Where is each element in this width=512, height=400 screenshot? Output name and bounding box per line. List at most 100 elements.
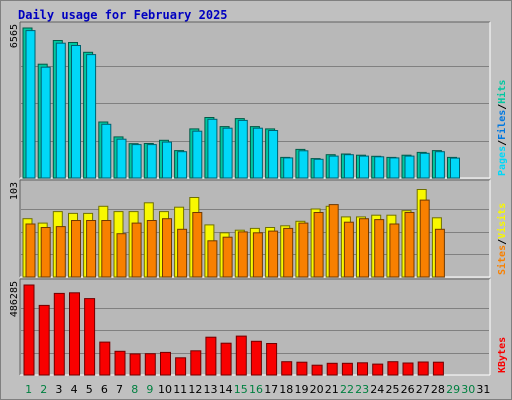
day-label-13: 13 bbox=[204, 383, 218, 396]
bar-pages-day-16 bbox=[252, 127, 263, 179]
bar-pages-day-3 bbox=[55, 42, 66, 179]
bar-pages-day-10 bbox=[162, 141, 172, 179]
legend-visits: Visits bbox=[496, 203, 508, 239]
bar-pages-day-21 bbox=[328, 155, 339, 179]
day-label-2: 2 bbox=[40, 383, 47, 396]
day-label-26: 26 bbox=[401, 383, 415, 396]
day-label-31: 31 bbox=[476, 383, 490, 396]
legend-kbytes: KBytes bbox=[497, 337, 508, 373]
bar-sites-day-20 bbox=[313, 212, 324, 278]
bar-pages-day-8 bbox=[131, 144, 142, 179]
bar-kbytes-day-4 bbox=[69, 292, 80, 376]
bar-sites-day-27 bbox=[419, 199, 430, 278]
bar-kbytes-day-18 bbox=[281, 361, 293, 376]
day-label-20: 20 bbox=[310, 383, 324, 396]
legend-sites: Sites bbox=[496, 245, 508, 275]
panel-3-max-label: 486285 bbox=[9, 281, 20, 317]
bar-sites-day-14 bbox=[222, 236, 233, 278]
day-label-17: 17 bbox=[264, 383, 278, 396]
bar-sites-day-28 bbox=[434, 228, 445, 278]
bar-pages-day-20 bbox=[313, 158, 324, 179]
bar-kbytes-day-23 bbox=[357, 362, 368, 376]
day-label-1: 1 bbox=[25, 383, 32, 396]
bar-pages-day-23 bbox=[359, 155, 369, 179]
chart-title: Daily usage for February 2025 bbox=[18, 8, 228, 22]
bar-kbytes-day-1 bbox=[23, 284, 35, 376]
bar-kbytes-day-12 bbox=[190, 350, 202, 376]
day-label-29: 29 bbox=[446, 383, 460, 396]
bar-sites-day-18 bbox=[283, 227, 294, 278]
bar-pages-day-25 bbox=[389, 157, 400, 179]
legend-separator: / bbox=[497, 104, 508, 110]
bar-sites-day-24 bbox=[374, 219, 385, 278]
day-label-11: 11 bbox=[173, 383, 187, 396]
day-label-8: 8 bbox=[131, 383, 138, 396]
bar-kbytes-day-16 bbox=[250, 340, 262, 376]
bar-pages-day-13 bbox=[207, 118, 218, 179]
bar-sites-day-13 bbox=[207, 240, 218, 278]
day-label-27: 27 bbox=[416, 383, 430, 396]
panel-2-legend: Sites/Visits bbox=[496, 203, 508, 275]
day-label-21: 21 bbox=[325, 383, 339, 396]
bar-pages-day-1 bbox=[25, 30, 36, 179]
bar-kbytes-day-7 bbox=[114, 350, 126, 376]
bar-kbytes-day-2 bbox=[38, 304, 50, 376]
bar-kbytes-day-27 bbox=[417, 361, 429, 376]
bar-kbytes-day-8 bbox=[129, 353, 141, 376]
bar-sites-day-3 bbox=[55, 226, 66, 278]
bar-pages-day-17 bbox=[268, 130, 279, 179]
day-label-4: 4 bbox=[71, 383, 78, 396]
day-label-16: 16 bbox=[249, 383, 263, 396]
panel-1-legend: Pages/Files/Hits bbox=[496, 80, 508, 176]
bar-kbytes-day-14 bbox=[220, 342, 232, 376]
bar-pages-day-12 bbox=[192, 130, 203, 179]
bar-pages-day-19 bbox=[298, 150, 309, 179]
bar-pages-day-28 bbox=[434, 151, 445, 179]
bar-kbytes-day-25 bbox=[387, 361, 399, 376]
legend-hits: Hits bbox=[496, 80, 508, 104]
bar-sites-day-22 bbox=[343, 221, 354, 278]
bar-kbytes-day-6 bbox=[99, 341, 111, 376]
bar-sites-day-1 bbox=[25, 223, 36, 278]
bar-sites-day-4 bbox=[71, 220, 81, 278]
bar-pages-day-18 bbox=[283, 157, 294, 179]
bar-kbytes-day-21 bbox=[326, 362, 338, 376]
bar-kbytes-day-3 bbox=[53, 292, 65, 376]
bar-sites-day-19 bbox=[298, 222, 309, 278]
day-label-19: 19 bbox=[295, 383, 309, 396]
bar-pages-day-4 bbox=[71, 45, 81, 179]
day-label-10: 10 bbox=[158, 383, 172, 396]
bar-sites-day-10 bbox=[162, 218, 172, 278]
bar-pages-day-11 bbox=[177, 151, 188, 179]
bar-kbytes-day-15 bbox=[235, 335, 247, 376]
bar-kbytes-day-11 bbox=[175, 357, 187, 376]
bar-kbytes-day-20 bbox=[311, 364, 323, 376]
bar-sites-day-7 bbox=[116, 233, 127, 278]
bar-kbytes-day-19 bbox=[296, 361, 308, 376]
bar-sites-day-23 bbox=[359, 218, 369, 278]
day-label-22: 22 bbox=[340, 383, 354, 396]
bar-sites-day-12 bbox=[192, 212, 203, 278]
bar-pages-day-15 bbox=[237, 119, 248, 179]
bar-kbytes-day-26 bbox=[402, 362, 414, 376]
day-label-5: 5 bbox=[86, 383, 93, 396]
day-label-25: 25 bbox=[386, 383, 400, 396]
bar-kbytes-day-28 bbox=[432, 361, 444, 376]
bar-sites-day-26 bbox=[404, 212, 415, 278]
legend-separator: / bbox=[497, 239, 508, 245]
legend-pages: Pages bbox=[497, 146, 508, 176]
bar-kbytes-day-13 bbox=[205, 336, 217, 376]
bar-kbytes-day-22 bbox=[341, 362, 353, 376]
legend-separator: / bbox=[497, 140, 508, 146]
day-label-7: 7 bbox=[116, 383, 123, 396]
bar-pages-day-2 bbox=[40, 66, 51, 179]
bar-sites-day-9 bbox=[146, 220, 157, 278]
day-label-23: 23 bbox=[355, 383, 369, 396]
bar-kbytes-day-9 bbox=[144, 353, 156, 376]
panel-1-max-label: 6565 bbox=[9, 24, 20, 48]
bar-pages-day-27 bbox=[419, 152, 430, 179]
bar-pages-day-14 bbox=[222, 127, 233, 179]
day-label-12: 12 bbox=[188, 383, 202, 396]
bar-pages-day-22 bbox=[343, 154, 354, 179]
legend-files: Files bbox=[496, 110, 508, 140]
